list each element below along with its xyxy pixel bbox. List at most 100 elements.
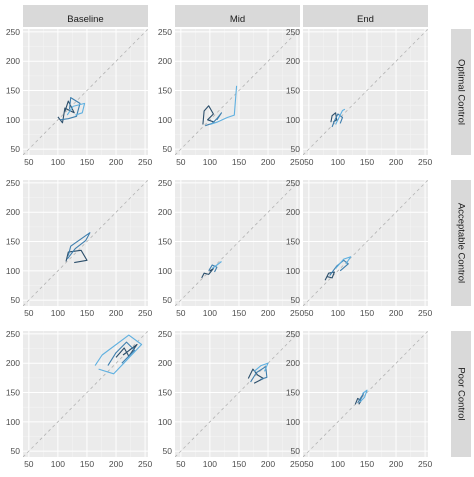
series-line-2: [331, 113, 344, 128]
strip-label-poor-control: Poor Control: [455, 367, 466, 420]
x-tick-label: 250: [418, 459, 432, 469]
y-tick-label: 50: [291, 144, 301, 154]
panel-bg: [175, 29, 300, 155]
y-tick-label: 150: [286, 388, 300, 398]
panel-optimal-control-baseline: 50 100 150 200 250 50 100 150 200 250: [6, 27, 153, 167]
x-tick-label: 150: [232, 308, 246, 318]
y-tick-label: 250: [286, 178, 300, 188]
strip-bg: [23, 5, 148, 27]
strip-label-mid: Mid: [230, 14, 245, 25]
x-tick-label: 150: [360, 308, 374, 318]
y-tick-label: 100: [158, 417, 172, 427]
x-tick-label: 100: [51, 308, 65, 318]
strip-label-end: End: [357, 14, 374, 25]
x-tick-label: 200: [109, 308, 123, 318]
y-tick-label: 200: [158, 56, 172, 66]
y-tick-label: 100: [286, 417, 300, 427]
strip-label-optimal-control: Optimal Control: [455, 59, 466, 125]
series-line-3: [209, 85, 238, 126]
panel-bg: [23, 29, 148, 155]
x-tick-label: 50: [176, 308, 186, 318]
x-tick-label: 250: [418, 308, 432, 318]
x-tick-label: 150: [232, 459, 246, 469]
series-line-3: [211, 261, 222, 269]
panel-poor-control-baseline: 50 100 150 200 250 50 100 150 200 250: [6, 329, 153, 469]
x-tick-label: 200: [261, 157, 275, 167]
panel-acceptable-control-mid: 50 100 150 200 250 50 100 150 200 250: [158, 178, 305, 318]
y-tick-label: 250: [6, 329, 20, 339]
x-tick-label: 100: [331, 308, 345, 318]
y-tick-label: 150: [158, 237, 172, 247]
series-line-2: [107, 341, 136, 366]
y-tick-label: 50: [11, 144, 21, 154]
x-tick-label: 200: [389, 459, 403, 469]
panel-acceptable-control-baseline: 50 100 150 200 250 50 100 150 200 250: [6, 178, 153, 318]
y-tick-label: 100: [6, 115, 20, 125]
panel-bg: [303, 29, 428, 155]
x-tick-label: 200: [109, 459, 123, 469]
y-tick-label: 250: [158, 178, 172, 188]
series-line-3: [335, 108, 346, 125]
x-tick-label: 50: [176, 459, 186, 469]
panel-optimal-control-mid: 50 100 150 200 250 50 100 150 200 250: [158, 27, 305, 167]
y-tick-label: 50: [163, 446, 173, 456]
panel-bg: [175, 331, 300, 457]
strip-optimal-control: Optimal Control: [451, 29, 471, 155]
panel-poor-control-mid: 50 100 150 200 250 50 100 150 200 250: [158, 329, 305, 469]
x-tick-label: 100: [331, 157, 345, 167]
y-tick-label: 250: [6, 178, 20, 188]
series-line-3: [253, 362, 269, 372]
series-line-1: [65, 249, 88, 264]
y-tick-label: 50: [11, 295, 21, 305]
x-tick-label: 200: [389, 308, 403, 318]
series-line-1: [201, 267, 214, 279]
y-tick-label: 150: [158, 86, 172, 96]
y-tick-label: 250: [6, 27, 20, 37]
x-tick-label: 50: [24, 459, 34, 469]
panel-bg: [175, 180, 300, 306]
strip-bg: [451, 180, 471, 306]
y-tick-label: 100: [6, 417, 20, 427]
strip-bg: [451, 331, 471, 457]
y-tick-label: 50: [291, 446, 301, 456]
x-tick-label: 50: [304, 459, 314, 469]
x-tick-label: 250: [138, 157, 152, 167]
x-tick-label: 150: [80, 157, 94, 167]
series-line-2: [66, 232, 91, 260]
y-tick-label: 200: [286, 358, 300, 368]
series-line-1: [202, 105, 215, 125]
y-tick-label: 250: [286, 27, 300, 37]
x-tick-label: 250: [138, 459, 152, 469]
series-line-1: [57, 100, 75, 124]
x-tick-label: 100: [51, 157, 65, 167]
y-tick-label: 100: [286, 266, 300, 276]
y-tick-label: 250: [158, 27, 172, 37]
y-tick-label: 100: [286, 115, 300, 125]
strip-bg: [303, 5, 428, 27]
x-tick-label: 150: [80, 308, 94, 318]
x-tick-label: 50: [24, 308, 34, 318]
y-tick-label: 200: [6, 358, 20, 368]
y-tick-label: 150: [286, 86, 300, 96]
y-tick-label: 200: [158, 207, 172, 217]
series-line-1: [247, 368, 264, 384]
y-tick-label: 200: [286, 207, 300, 217]
y-tick-label: 50: [163, 144, 173, 154]
strip-baseline: Baseline: [23, 5, 148, 27]
series-line-3: [66, 102, 86, 116]
x-tick-label: 200: [261, 459, 275, 469]
x-tick-label: 250: [290, 308, 304, 318]
x-tick-label: 150: [80, 459, 94, 469]
x-tick-label: 250: [290, 157, 304, 167]
x-tick-label: 100: [203, 308, 217, 318]
strip-poor-control: Poor Control: [451, 331, 471, 457]
x-tick-label: 100: [203, 459, 217, 469]
series-line-1: [330, 112, 338, 123]
strip-label-baseline: Baseline: [67, 14, 103, 25]
strip-mid: Mid: [175, 5, 300, 27]
x-tick-label: 200: [109, 157, 123, 167]
y-tick-label: 200: [158, 358, 172, 368]
